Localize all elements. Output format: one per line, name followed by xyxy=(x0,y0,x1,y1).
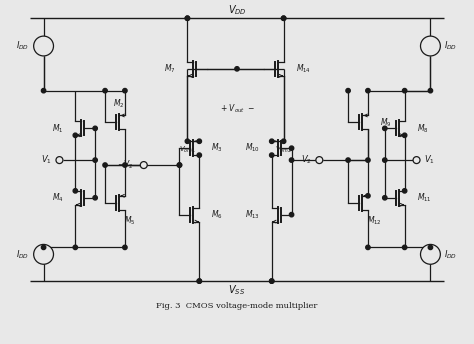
Circle shape xyxy=(177,163,182,167)
Circle shape xyxy=(366,158,370,162)
Circle shape xyxy=(289,146,294,150)
Circle shape xyxy=(366,88,370,93)
Circle shape xyxy=(402,189,407,193)
Text: $M_6$: $M_6$ xyxy=(211,208,223,221)
Circle shape xyxy=(270,139,274,143)
Text: $V_{DD}$: $V_{DD}$ xyxy=(228,3,246,17)
Text: $M_3$: $M_3$ xyxy=(211,142,223,154)
Text: $M_2$: $M_2$ xyxy=(113,97,125,109)
Circle shape xyxy=(93,158,97,162)
Circle shape xyxy=(41,245,46,249)
Circle shape xyxy=(93,126,97,130)
Circle shape xyxy=(366,194,370,198)
Circle shape xyxy=(316,157,323,163)
Text: $M_{14}$: $M_{14}$ xyxy=(295,63,310,75)
Text: $V_{om2}$: $V_{om2}$ xyxy=(275,145,292,155)
Circle shape xyxy=(282,139,286,143)
Circle shape xyxy=(235,67,239,71)
Circle shape xyxy=(270,279,274,283)
Circle shape xyxy=(73,189,77,193)
Circle shape xyxy=(140,162,147,169)
Text: $M_{12}$: $M_{12}$ xyxy=(367,215,382,227)
Circle shape xyxy=(402,245,407,249)
Circle shape xyxy=(185,139,190,143)
Text: $I_{DD}$: $I_{DD}$ xyxy=(444,248,457,260)
Circle shape xyxy=(34,36,54,56)
Text: $M_{13}$: $M_{13}$ xyxy=(245,208,260,221)
Circle shape xyxy=(413,157,420,163)
Circle shape xyxy=(185,16,190,20)
Text: $I_{DD}$: $I_{DD}$ xyxy=(17,40,30,52)
Circle shape xyxy=(346,158,350,162)
Text: $V_1$: $V_1$ xyxy=(41,154,52,166)
Circle shape xyxy=(197,139,201,143)
Circle shape xyxy=(282,16,286,20)
Circle shape xyxy=(428,88,433,93)
Text: $V_{om1}$: $V_{om1}$ xyxy=(179,145,196,155)
Text: $+\ V_{out}\ -$: $+\ V_{out}\ -$ xyxy=(219,102,255,115)
Circle shape xyxy=(402,88,407,93)
Circle shape xyxy=(383,158,387,162)
Circle shape xyxy=(73,245,77,249)
Circle shape xyxy=(428,245,433,249)
Circle shape xyxy=(197,279,201,283)
Circle shape xyxy=(383,126,387,130)
Text: $V_{SS}$: $V_{SS}$ xyxy=(228,283,246,297)
Circle shape xyxy=(289,213,294,217)
Circle shape xyxy=(123,163,127,167)
Text: $I_{DD}$: $I_{DD}$ xyxy=(17,248,30,260)
Circle shape xyxy=(41,88,46,93)
Text: $M_9$: $M_9$ xyxy=(380,116,392,129)
Text: $V_1$: $V_1$ xyxy=(425,154,435,166)
Circle shape xyxy=(103,163,107,167)
Circle shape xyxy=(197,279,201,283)
Circle shape xyxy=(123,88,127,93)
Circle shape xyxy=(197,153,201,157)
Text: $V_2$: $V_2$ xyxy=(301,154,311,166)
Text: Fig. 3  CMOS voltage-mode multiplier: Fig. 3 CMOS voltage-mode multiplier xyxy=(156,302,318,310)
Circle shape xyxy=(346,88,350,93)
Text: $M_{10}$: $M_{10}$ xyxy=(245,142,260,154)
Circle shape xyxy=(103,88,107,93)
Circle shape xyxy=(177,163,182,167)
Circle shape xyxy=(270,153,274,157)
Circle shape xyxy=(34,244,54,264)
Text: $M_4$: $M_4$ xyxy=(52,192,64,204)
Circle shape xyxy=(282,16,286,20)
Circle shape xyxy=(420,36,440,56)
Text: $M_8$: $M_8$ xyxy=(417,122,428,135)
Circle shape xyxy=(73,133,77,138)
Circle shape xyxy=(289,158,294,162)
Text: $M_7$: $M_7$ xyxy=(164,63,175,75)
Circle shape xyxy=(270,279,274,283)
Circle shape xyxy=(185,16,190,20)
Circle shape xyxy=(56,157,63,163)
Text: $-V_2$: $-V_2$ xyxy=(118,159,134,171)
Text: $M_{11}$: $M_{11}$ xyxy=(417,192,431,204)
Text: $M_5$: $M_5$ xyxy=(124,215,136,227)
Text: $I_{DD}$: $I_{DD}$ xyxy=(444,40,457,52)
Circle shape xyxy=(93,196,97,200)
Circle shape xyxy=(366,245,370,249)
Circle shape xyxy=(123,245,127,249)
Text: $M_1$: $M_1$ xyxy=(52,122,64,135)
Circle shape xyxy=(402,133,407,138)
Circle shape xyxy=(420,244,440,264)
Circle shape xyxy=(383,196,387,200)
